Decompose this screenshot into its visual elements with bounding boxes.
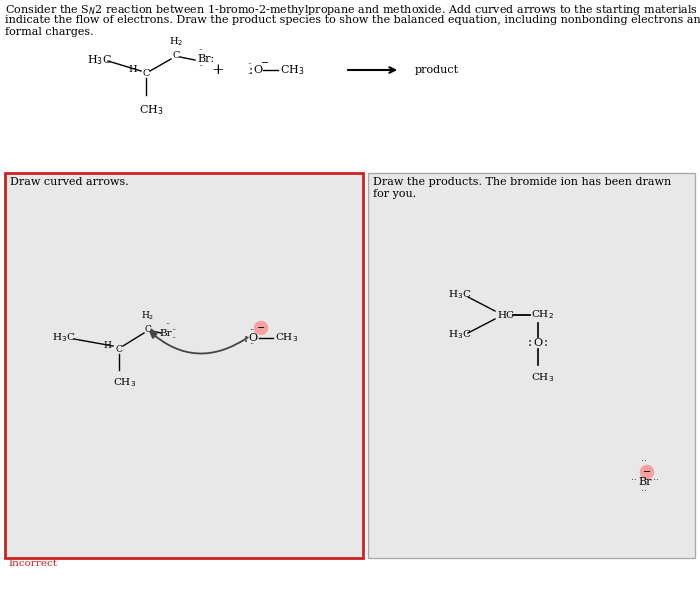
Text: CH$_3$: CH$_3$ (280, 63, 304, 77)
Text: H$_3$C: H$_3$C (448, 289, 471, 301)
Text: ··: ·· (653, 476, 659, 485)
Text: Draw curved arrows.: Draw curved arrows. (10, 177, 129, 187)
Text: −: − (257, 323, 265, 333)
Text: Br:: Br: (197, 54, 214, 64)
Text: CH$_3$: CH$_3$ (139, 103, 164, 117)
Text: −: − (643, 467, 651, 477)
Circle shape (640, 466, 654, 479)
Text: ··: ·· (249, 340, 255, 349)
Text: formal charges.: formal charges. (5, 27, 94, 37)
Text: HC: HC (497, 311, 514, 319)
Text: CH$_3$: CH$_3$ (531, 371, 554, 384)
Bar (368, 173, 695, 558)
Text: H$_3$C: H$_3$C (87, 53, 112, 67)
Text: CH$_3$: CH$_3$ (275, 332, 298, 344)
Text: :: : (544, 337, 548, 349)
Text: H: H (128, 64, 137, 73)
Circle shape (255, 322, 267, 335)
Text: Consider the S$_N$2 reaction between 1-bromo-2-methylpropane and methoxide. Add : Consider the S$_N$2 reaction between 1-b… (5, 3, 700, 17)
Text: C: C (142, 70, 150, 79)
Text: H$_3$C: H$_3$C (448, 329, 471, 341)
Text: +: + (211, 63, 225, 77)
Text: ··: ·· (631, 476, 637, 485)
Text: ··: ·· (247, 70, 253, 79)
Text: :: : (528, 337, 532, 349)
Text: H$_3$C: H$_3$C (52, 332, 76, 344)
Text: H$_2$: H$_2$ (169, 35, 183, 48)
Text: ··: ·· (172, 335, 176, 343)
Bar (5, 173, 363, 558)
Text: CH$_2$: CH$_2$ (531, 308, 554, 322)
Text: O: O (253, 65, 262, 75)
Text: ··: ·· (198, 62, 204, 71)
Text: for you.: for you. (373, 189, 416, 199)
Text: ··: ·· (641, 457, 647, 467)
Text: product: product (415, 65, 459, 75)
Text: ··: ·· (162, 340, 167, 349)
Text: Draw the products. The bromide ion has been drawn: Draw the products. The bromide ion has b… (373, 177, 671, 187)
Text: ··: ·· (249, 326, 255, 335)
Text: :: : (244, 331, 248, 344)
Text: ··: ·· (165, 320, 171, 329)
Text: −: − (261, 58, 269, 68)
Text: O: O (533, 338, 542, 348)
Text: C: C (116, 346, 122, 355)
Text: CH$_3$: CH$_3$ (113, 376, 136, 389)
Text: Br: Br (638, 477, 652, 487)
Text: :: : (249, 64, 253, 76)
Text: ··: ·· (172, 326, 176, 335)
Text: H$_2$: H$_2$ (141, 310, 155, 322)
Text: ··: ·· (641, 487, 647, 497)
Text: ··: ·· (198, 46, 204, 55)
Text: C: C (145, 325, 151, 335)
Text: Br: Br (160, 329, 172, 338)
Text: O: O (248, 333, 258, 343)
Text: indicate the flow of electrons. Draw the product species to show the balanced eq: indicate the flow of electrons. Draw the… (5, 15, 700, 25)
Text: H: H (103, 340, 111, 349)
Text: Incorrect: Incorrect (8, 559, 57, 568)
Text: C: C (172, 52, 180, 61)
Text: ··: ·· (247, 61, 253, 70)
